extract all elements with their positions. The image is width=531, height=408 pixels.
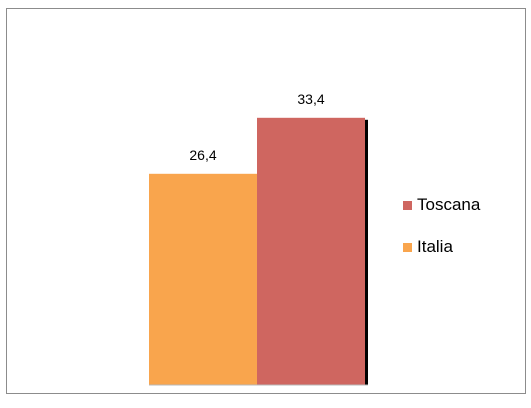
legend-label-toscana: Toscana [417,195,481,214]
bar-shadow [365,119,368,386]
bars-layer [149,117,368,386]
legend-swatch-toscana [403,201,412,210]
chart-frame: 26,4 33,4 Toscana Italia [6,8,526,394]
data-label-italia: 26,4 [189,147,216,163]
bar-chart: 26,4 33,4 [149,91,368,386]
legend-swatch-italia [403,243,412,252]
data-labels-layer: 26,4 33,4 [189,91,324,163]
legend-label-italia: Italia [417,237,453,256]
data-label-toscana: 33,4 [297,91,324,107]
bar-toscana [257,117,365,386]
bar-italia [149,173,257,385]
